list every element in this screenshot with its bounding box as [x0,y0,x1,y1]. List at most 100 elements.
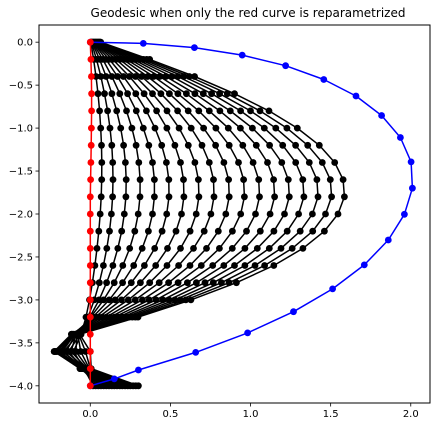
x-tick-label-1: 0.5 [162,409,178,420]
curve-point-4-10 [134,210,142,218]
curve-point-3-10 [120,210,128,218]
curve-point-0-13 [86,262,94,269]
curve-point-12-14 [184,279,191,287]
curve-point-14-3 [199,90,207,98]
curve-point-11-13 [197,262,205,269]
curve-point-1-8 [98,176,106,184]
curve-point-6-7 [163,159,170,166]
curve-point-4-8 [136,176,144,184]
curve-point-13-12 [241,245,249,252]
curve-point-3-5 [117,124,125,132]
curve-point-19-14 [329,285,336,293]
curve-point-0-7 [87,159,95,166]
curve-point-2-3 [101,90,108,98]
curve-point-18-5 [293,124,301,132]
curve-point-15-5 [260,124,268,132]
curve-point-8-9 [195,193,203,201]
curve-point-13-4 [216,107,224,115]
curve-point-14-11 [270,227,278,235]
curve-point-15-9 [300,193,308,201]
curve-point-3-11 [118,227,126,235]
curve-point-3-8 [122,176,130,184]
curve-point-15-3 [208,90,216,98]
x-tick-label-3: 1.5 [323,409,339,420]
curve-point-7-4 [153,107,161,115]
curve-point-3-9 [122,193,130,201]
curve-point-9-3 [157,90,165,98]
curve-point-6-14 [127,279,135,287]
curve-point-12-5 [224,124,232,132]
curve-point-1-3 [94,90,102,98]
curve-point-17-11 [309,227,317,235]
curve-point-0-19 [86,365,94,372]
curve-point-4-14 [110,279,118,287]
curve-point-7-8 [180,176,187,184]
curve-point-0-2 [88,73,95,80]
curve-point-6-9 [165,193,173,201]
curve-point-5-8 [151,176,158,184]
curve-point-19-1 [139,40,147,47]
curve-point-8-12 [177,245,184,252]
curve-point-8-8 [195,176,202,184]
curve-point-7-13 [152,262,160,269]
curve-point-1-9 [97,193,105,201]
curve-point-16-10 [309,210,316,218]
curve-point-14-7 [278,159,286,166]
curve-point-1-7 [98,159,106,166]
curve-point-15-11 [283,227,291,235]
curve-point-12-9 [256,193,263,201]
curve-point-13-6 [252,141,260,149]
curve-point-10-6 [212,141,220,149]
curve-point-13-9 [271,193,278,201]
curve-point-7-14 [137,279,144,287]
curve-point-0-15 [86,296,94,304]
curve-point-16-12 [277,245,285,252]
curve-point-16-8 [313,176,321,184]
curve-point-6-11 [158,227,166,235]
curve-start-0 [86,38,95,390]
curve-point-3-7 [122,159,129,166]
curve-point-10-11 [214,227,222,235]
curve-point-18-6 [315,141,323,149]
curve-point-16-3 [216,90,224,98]
curve-point-11-12 [216,245,223,252]
curve-point-18-11 [321,227,328,235]
curve-point-18-3 [231,90,238,98]
curve-point-7-7 [177,159,184,166]
curve-point-3-12 [114,245,122,252]
curve-point-11-6 [225,141,233,149]
curve-point-6-13 [141,262,148,269]
curve-point-13-18 [62,348,70,355]
curve-point-16-18 [77,348,85,355]
curve-point-7-5 [163,124,171,132]
curve-point-2-8 [109,176,117,184]
curve-point-16-7 [305,159,313,166]
curve-point-8-15 [124,296,132,304]
curve-point-19-11 [401,210,408,218]
curve-point-19-4 [282,62,289,70]
curve-point-17-4 [256,107,264,115]
curve-point-10-10 [222,210,230,218]
curve-point-18-7 [331,159,339,166]
curve-point-1-12 [93,245,101,252]
curve-point-9-14 [155,279,163,287]
curve-point-4-4 [123,107,130,115]
curve-point-10-7 [220,159,228,166]
curve-point-0-11 [86,227,94,235]
curve-point-4-6 [132,141,140,149]
curve-point-6-5 [151,124,159,132]
curve-point-19-2 [191,44,198,51]
y-tick-label-8: −4.0 [9,381,33,392]
curve-point-9-9 [210,193,218,201]
curve-point-10-3 [166,90,173,98]
curve-point-14-5 [249,124,256,132]
curve-point-14-8 [284,176,292,184]
curve-point-9-11 [200,227,208,235]
curve-point-11-3 [174,90,182,98]
curve-point-5-5 [139,124,147,132]
curve-point-4-9 [136,193,144,201]
curve-point-15-7 [292,159,300,166]
curve-point-13-5 [237,124,244,132]
curve-point-17-12 [288,245,296,252]
